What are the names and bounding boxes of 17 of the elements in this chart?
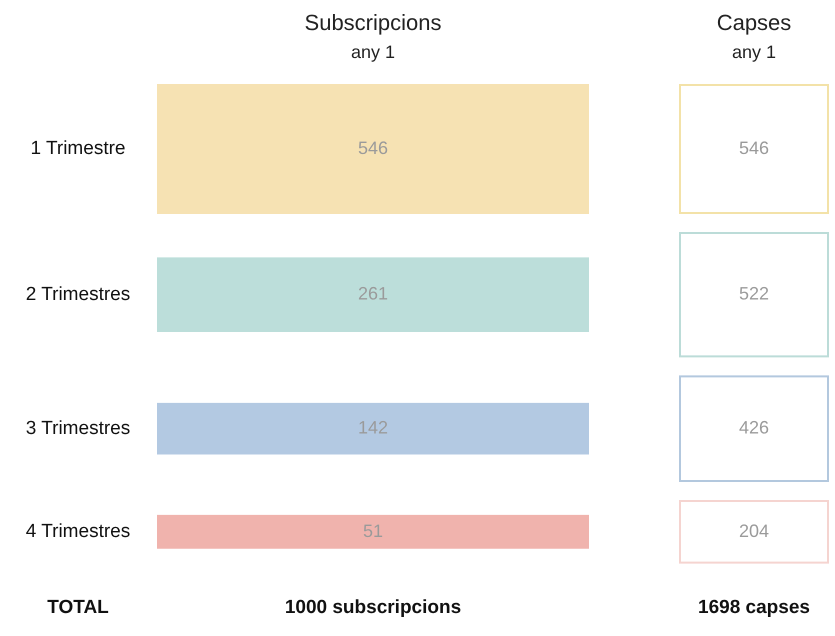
series-label: Capses any 1 [716, 10, 792, 62]
data-label: 522 [738, 284, 770, 304]
text: TOTAL [47, 597, 110, 618]
category-label: 3 Trimestres [26, 418, 130, 439]
data-label: 546 [738, 138, 770, 158]
data-label: 426 [738, 418, 770, 438]
text: 1698 capses [698, 597, 810, 618]
data-label: 51 [362, 520, 384, 541]
data-label: 261 [358, 284, 388, 304]
data-label: 546 [358, 138, 388, 158]
category-label: 2 Trimestres [26, 284, 130, 305]
text: 1000 subscripcions [284, 597, 462, 618]
category-label: 4 Trimestres [26, 521, 130, 542]
category-label: 1 Trimestre [30, 138, 126, 160]
data-label: 204 [738, 520, 770, 541]
data-label: 142 [358, 418, 388, 438]
series-label: Subscripcions any 1 [304, 10, 442, 62]
